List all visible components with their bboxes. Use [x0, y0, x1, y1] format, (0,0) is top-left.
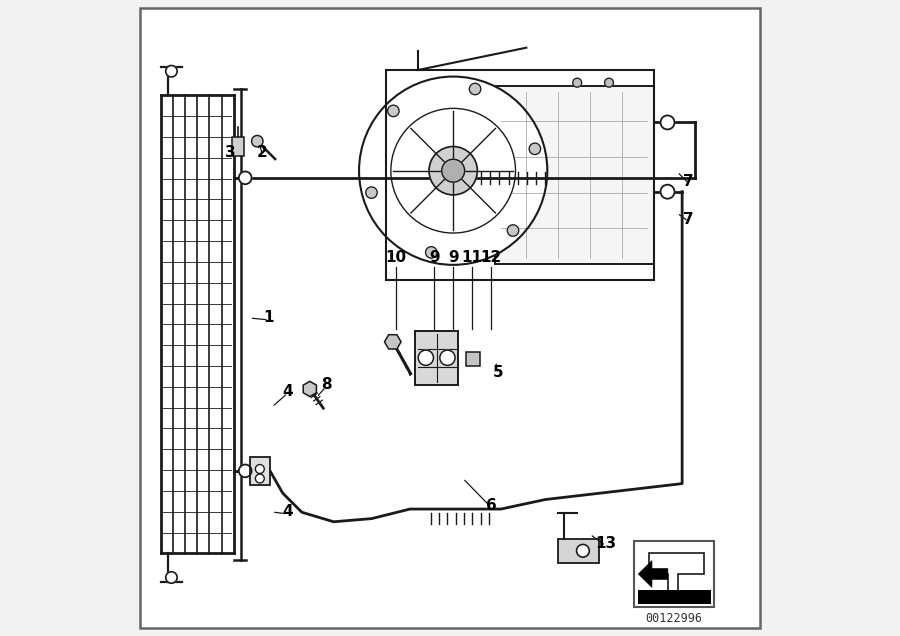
Bar [249, 457, 270, 485]
Bar [232, 137, 244, 156]
Polygon shape [649, 553, 705, 591]
Bar [558, 539, 599, 563]
Text: 10: 10 [385, 250, 407, 265]
Circle shape [418, 350, 434, 365]
Text: 2: 2 [257, 145, 268, 160]
Text: 3: 3 [225, 145, 236, 160]
Polygon shape [638, 561, 668, 588]
Bar [634, 541, 714, 607]
Text: 9: 9 [428, 250, 439, 265]
Circle shape [442, 159, 464, 182]
Circle shape [238, 464, 252, 477]
Text: 4: 4 [283, 504, 293, 520]
Circle shape [577, 544, 590, 557]
Circle shape [365, 187, 377, 198]
Text: 5: 5 [492, 364, 503, 380]
Circle shape [166, 66, 177, 77]
Bar [415, 331, 458, 385]
Circle shape [605, 78, 614, 87]
Text: 11: 11 [462, 250, 482, 265]
Text: 4: 4 [283, 384, 293, 399]
Circle shape [238, 172, 252, 184]
Text: 8: 8 [320, 377, 331, 392]
Circle shape [256, 464, 265, 473]
Bar [494, 86, 653, 264]
Circle shape [469, 83, 481, 95]
Bar [637, 590, 711, 604]
Circle shape [388, 105, 399, 116]
Text: 7: 7 [683, 174, 694, 189]
Circle shape [252, 135, 263, 147]
Polygon shape [384, 335, 401, 349]
Bar [386, 70, 653, 280]
Text: 1: 1 [264, 310, 274, 326]
Circle shape [529, 143, 541, 155]
Circle shape [572, 78, 581, 87]
Bar [466, 352, 480, 366]
Text: 9: 9 [448, 250, 458, 265]
Text: 00122996: 00122996 [645, 612, 703, 625]
Circle shape [508, 225, 518, 236]
Circle shape [426, 247, 437, 258]
Circle shape [429, 146, 477, 195]
Circle shape [256, 474, 265, 483]
Text: 13: 13 [595, 536, 616, 551]
Polygon shape [303, 382, 317, 397]
Circle shape [359, 76, 547, 265]
Circle shape [661, 115, 674, 129]
Text: 6: 6 [486, 498, 497, 513]
Text: 12: 12 [481, 250, 502, 265]
Text: 7: 7 [683, 212, 694, 227]
Circle shape [661, 184, 674, 198]
Circle shape [166, 572, 177, 583]
Circle shape [440, 350, 455, 365]
Circle shape [391, 108, 516, 233]
